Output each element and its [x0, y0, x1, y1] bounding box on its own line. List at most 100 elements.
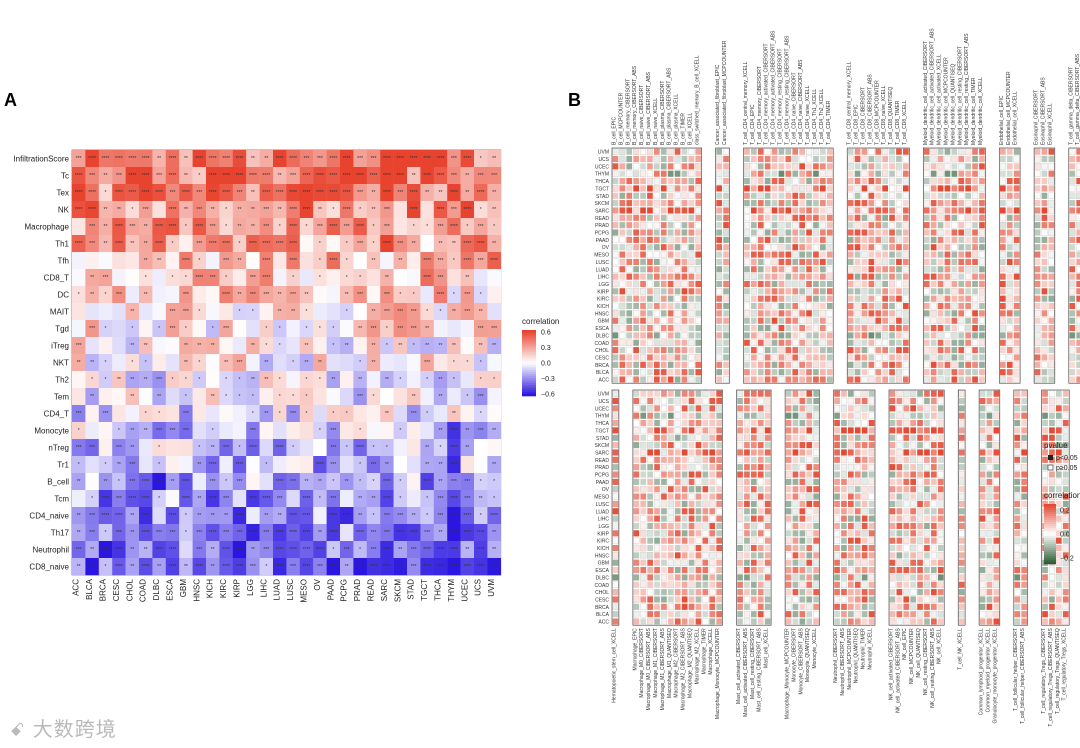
panel-b-cell — [695, 412, 702, 419]
panel-b-cell — [667, 200, 674, 207]
panel-b-cell — [1006, 170, 1013, 177]
panel-b-cell — [979, 207, 985, 214]
panel-b-cell — [764, 236, 771, 243]
panel-b-cell — [861, 603, 868, 610]
panel-b-cell — [640, 390, 647, 397]
heatmap-a-cell — [474, 184, 488, 202]
b-top-col-label: B_cell_plasma_XCELL — [674, 94, 680, 145]
panel-b-cell — [937, 361, 944, 368]
panel-b-cell — [799, 200, 805, 207]
panel-b-cell — [993, 441, 1000, 449]
panel-b-cell — [923, 346, 930, 354]
panel-b-cell — [979, 347, 985, 354]
significance-mark: * — [105, 326, 107, 332]
heatmap-a-cell — [246, 201, 260, 219]
panel-b-cell — [861, 552, 868, 559]
panel-b-cell — [923, 325, 930, 332]
heatmap-a-cell — [152, 184, 166, 202]
heatmap-a-cell — [246, 388, 260, 406]
significance-mark: **** — [423, 258, 431, 264]
panel-b-cell — [958, 471, 965, 478]
panel-b-cell — [660, 610, 667, 618]
significance-mark: ** — [251, 343, 255, 349]
b-top-col-label: T_cell_CD4_memory_resting_CIBERSORT — [777, 48, 783, 145]
panel-b-cell — [826, 214, 833, 221]
panel-b-cell — [1069, 185, 1076, 192]
heatmap-a-cell — [447, 269, 461, 287]
panel-b-cell — [688, 442, 695, 449]
panel-b-cell — [799, 244, 805, 251]
b-bottom-col-label: NK_cell_XCELL — [937, 628, 943, 664]
panel-b-cell — [1042, 412, 1048, 419]
panel-b-cell — [924, 434, 930, 441]
significance-mark: * — [185, 513, 187, 519]
heatmap-a-cell — [407, 269, 421, 287]
panel-b-cell — [1062, 397, 1069, 405]
b-top-col-label: T_cell_CD4_memory_CIBERSORT — [757, 66, 763, 145]
panel-b-cell — [737, 441, 744, 449]
panel-b-cell — [640, 368, 647, 376]
panel-b-cell — [640, 280, 646, 288]
significance-mark: *** — [170, 530, 176, 536]
panel-b-cell — [854, 273, 861, 280]
heatmap-a-cell — [326, 524, 341, 542]
panel-b-cell — [757, 244, 764, 251]
heatmap-a-cell — [326, 337, 341, 355]
panel-b-cell — [778, 163, 785, 170]
panel-b-cell — [972, 288, 978, 295]
significance-mark: **** — [303, 547, 311, 553]
panel-b-cell — [626, 310, 633, 317]
panel-b-cell — [764, 420, 771, 427]
panel-b-cell — [612, 515, 619, 522]
panel-b-cell — [778, 251, 785, 258]
panel-b-cell — [806, 221, 813, 229]
panel-b-cell — [667, 515, 674, 522]
significance-mark: ** — [90, 275, 94, 281]
panel-b-cell — [681, 478, 688, 486]
heatmap-a-cell — [112, 558, 126, 576]
panel-b-cell — [647, 574, 653, 581]
panel-b-cell — [688, 310, 695, 317]
significance-mark: **** — [276, 479, 284, 485]
panel-b-cell — [612, 537, 619, 544]
panel-b-cell — [978, 258, 985, 266]
panel-b-cell — [646, 170, 653, 177]
panel-b-cell — [785, 251, 792, 258]
b-top-col-label: Myeloid_dendritic_cell_XCELL — [978, 77, 984, 145]
significance-mark: **** — [88, 156, 96, 162]
significance-mark: * — [480, 377, 482, 383]
panel-b-cell — [716, 361, 722, 368]
significance-mark: *** — [384, 513, 390, 519]
significance-mark: **** — [169, 224, 177, 230]
b-row-label-ov: OV — [602, 245, 610, 251]
panel-b-cell — [848, 596, 854, 603]
heatmap-a-cell — [219, 150, 233, 168]
panel-b-cell — [854, 266, 861, 273]
panel-b-cell — [820, 302, 826, 310]
heatmap-a-cell — [246, 303, 260, 321]
panel-b-cell — [1013, 251, 1020, 258]
panel-b-cell — [896, 449, 903, 456]
panel-b-cell — [799, 236, 805, 243]
heatmap-a-cell — [112, 269, 126, 287]
heatmap-a-cell — [192, 184, 207, 202]
b-row-label-hnsc: HNSC — [595, 311, 610, 317]
panel-b-cell — [1041, 222, 1048, 229]
panel-b-cell — [757, 155, 764, 163]
significance-mark: *** — [103, 275, 109, 281]
panel-b-cell — [1056, 427, 1062, 434]
panel-b-cell — [923, 207, 930, 214]
significance-mark: * — [493, 377, 495, 383]
panel-b-cell — [868, 434, 875, 441]
significance-mark: **** — [370, 173, 378, 179]
panel-b-cell — [841, 530, 847, 537]
b-top-col-label: Myeloid_dendritic_cell_resting_CIBERSORT… — [964, 33, 970, 145]
significance-mark: ** — [251, 377, 255, 383]
panel-b-cell — [937, 229, 944, 236]
significance-mark: **** — [276, 156, 284, 162]
panel-b-cell — [924, 508, 930, 515]
significance-mark: *** — [464, 496, 470, 502]
panel-b-cell — [716, 500, 722, 507]
heatmap-a-cell — [192, 218, 207, 236]
panel-b-cell — [640, 530, 647, 537]
